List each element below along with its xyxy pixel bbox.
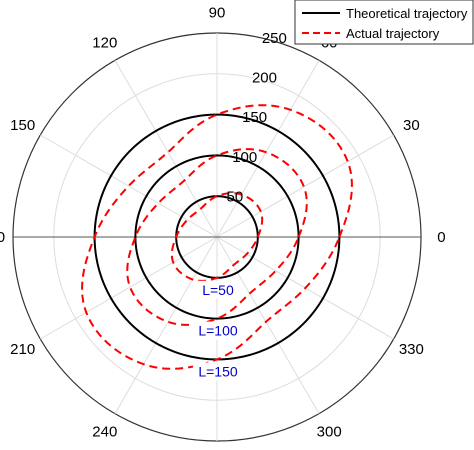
theta-tick-180: 180	[0, 229, 5, 246]
trajectory-curves	[81, 104, 353, 370]
theta-tick-330: 330	[399, 341, 424, 358]
grid-spoke-210	[40, 236, 218, 340]
grid-spoke-60	[216, 60, 320, 238]
r-tick-100: 100	[232, 149, 257, 166]
grid-spoke-30	[216, 134, 394, 238]
annotation-l-100: L=100	[198, 323, 238, 339]
actual-curve-l-150	[81, 104, 353, 370]
curve-annotations: L=50 L=100 L=150	[193, 280, 241, 381]
grid-spoke-150	[40, 134, 218, 238]
legend-label-actual: Actual trajectory	[346, 26, 440, 41]
annotation-bg-2	[193, 362, 241, 381]
grid-spoke-240	[114, 236, 218, 414]
legend-label-theoretical: Theoretical trajectory	[346, 6, 468, 21]
r-tick-200: 200	[252, 70, 277, 87]
legend: Theoretical trajectory Actual trajectory	[294, 0, 474, 45]
r-tick-50: 50	[227, 188, 244, 205]
annotation-bg-1	[193, 321, 241, 340]
annotation-bg-0	[193, 280, 241, 299]
annotation-l-50: L=50	[202, 282, 234, 298]
theta-tick-120: 120	[92, 35, 117, 52]
theta-tick-30: 30	[403, 117, 420, 134]
grid-spoke-120	[114, 60, 218, 238]
r-tick-250: 250	[262, 30, 287, 47]
grid-spoke-300	[216, 236, 320, 414]
theta-tick-240: 240	[92, 423, 117, 440]
actual-curve-l-100	[126, 148, 308, 326]
annotation-l-150: L=150	[198, 363, 238, 379]
theta-tick-90: 90	[209, 5, 226, 22]
theoretical-curve-l-100	[134, 154, 300, 320]
theta-tick-0: 0	[437, 229, 445, 246]
theta-tick-210: 210	[10, 341, 35, 358]
polar-grid	[12, 32, 422, 442]
theta-tick-150: 150	[10, 117, 35, 134]
r-tick-150: 150	[242, 109, 267, 126]
theta-tick-300: 300	[317, 423, 342, 440]
actual-curve-l-50	[170, 192, 264, 282]
radius-tick-labels: 50 100 150 200 250	[227, 30, 287, 205]
legend-box	[294, 0, 474, 45]
